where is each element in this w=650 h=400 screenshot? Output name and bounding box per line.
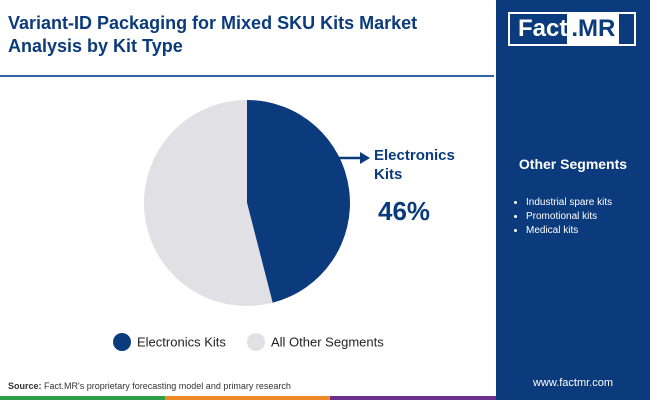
pie-slice — [247, 100, 350, 303]
chart-title: Variant-ID Packaging for Mixed SKU Kits … — [8, 13, 418, 56]
strip — [0, 396, 165, 400]
website: www.factmr.com — [532, 377, 614, 389]
legend-swatch — [113, 333, 131, 351]
logo-text: .MR — [567, 14, 620, 44]
source-text: Fact.MR's proprietary forecasting model … — [44, 381, 291, 391]
side-panel — [496, 0, 650, 400]
pie-slice — [143, 100, 273, 306]
strip — [330, 396, 496, 400]
panel-item: Medical kits — [526, 224, 612, 238]
panel-item: Promotional kits — [526, 210, 612, 224]
legend-label: Electronics Kits — [137, 335, 226, 350]
legend-label: All Other Segments — [271, 335, 384, 350]
panel-title: Other Segments — [518, 156, 628, 172]
panel-list: Industrial spare kitsPromotional kitsMed… — [512, 196, 612, 238]
legend-swatch — [247, 333, 265, 351]
panel-item: Industrial spare kits — [526, 196, 612, 210]
logo-text: Fact — [518, 15, 568, 42]
source-label: Source: — [8, 381, 42, 391]
value-label: 46% — [378, 196, 431, 226]
arrow-head — [360, 152, 370, 164]
pie — [143, 100, 350, 306]
strip — [165, 396, 330, 400]
slice-label: Electronics Kits — [374, 147, 455, 183]
logo: Fact .MR — [508, 12, 636, 46]
source: Source: Fact.MR's proprietary forecastin… — [8, 381, 291, 391]
